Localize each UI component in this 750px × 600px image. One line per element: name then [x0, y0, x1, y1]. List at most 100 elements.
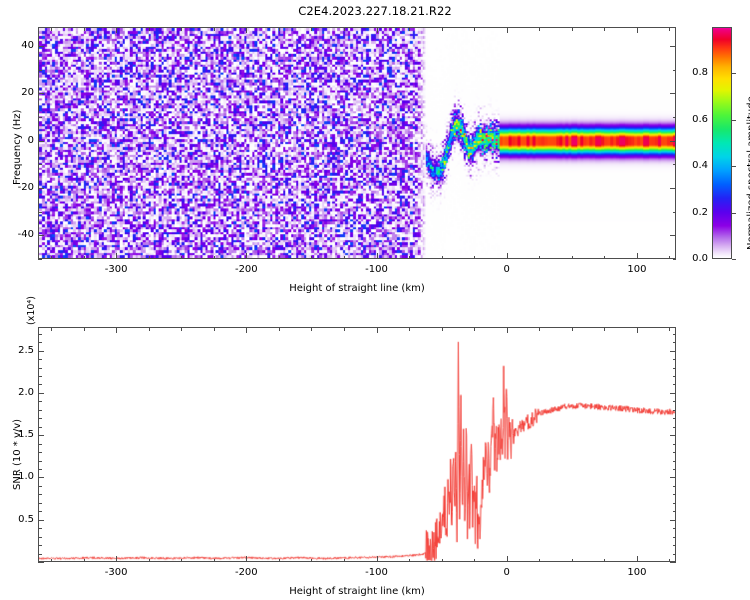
tick-mark	[38, 418, 42, 420]
tick-mark	[604, 558, 606, 562]
tick-mark	[506, 27, 508, 33]
snr-ylabel: SNR (10 * v/v)	[12, 418, 23, 490]
tick-label: -200	[234, 567, 258, 578]
tick-mark	[38, 485, 42, 487]
tick-mark	[38, 409, 42, 411]
tick-mark	[181, 255, 183, 259]
tick-mark	[278, 558, 280, 562]
tick-mark	[246, 327, 248, 333]
snr-frame	[38, 327, 676, 562]
tick-mark	[38, 69, 42, 71]
tick-mark	[636, 27, 638, 33]
tick-label: -40	[17, 229, 34, 241]
tick-mark	[670, 477, 676, 479]
tick-mark	[672, 384, 676, 386]
tick-label: -20	[17, 181, 34, 193]
tick-label: -200	[234, 264, 258, 275]
tick-label: 0.4	[692, 160, 708, 172]
tick-mark	[604, 327, 606, 331]
tick-mark	[669, 327, 671, 331]
tick-mark	[278, 327, 280, 331]
tick-mark	[148, 255, 150, 259]
tick-label: -100	[365, 567, 388, 578]
tick-mark	[213, 327, 215, 331]
tick-mark	[672, 164, 676, 166]
tick-mark	[732, 73, 736, 75]
tick-mark	[672, 401, 676, 403]
snr-canvas	[39, 328, 675, 561]
tick-label: 0.0	[692, 253, 708, 264]
tick-mark	[672, 485, 676, 487]
tick-mark	[38, 401, 42, 403]
tick-mark	[672, 443, 676, 445]
tick-mark	[636, 556, 638, 562]
tick-mark	[506, 253, 508, 259]
tick-mark	[38, 435, 44, 437]
tick-mark	[672, 259, 676, 260]
tick-mark	[38, 460, 42, 462]
tick-mark	[670, 435, 676, 437]
tick-mark	[38, 519, 44, 521]
spectrogram-panel[interactable]	[38, 27, 676, 259]
tick-mark	[38, 235, 44, 237]
tick-mark	[441, 27, 443, 31]
tick-mark	[343, 558, 345, 562]
tick-label: -300	[104, 264, 128, 275]
tick-mark	[670, 93, 676, 95]
tick-mark	[672, 502, 676, 504]
tick-mark	[672, 452, 676, 454]
tick-mark	[409, 27, 411, 31]
tick-mark	[732, 119, 736, 121]
tick-mark	[38, 545, 42, 547]
tick-mark	[38, 376, 42, 378]
tick-mark	[246, 253, 248, 259]
tick-mark	[670, 562, 676, 563]
tick-mark	[672, 536, 676, 538]
tick-mark	[83, 27, 85, 31]
tick-mark	[343, 327, 345, 331]
tick-mark	[670, 140, 676, 142]
tick-mark	[506, 556, 508, 562]
tick-mark	[38, 93, 44, 95]
tick-mark	[38, 45, 44, 47]
tick-mark	[672, 342, 676, 344]
tick-mark	[38, 140, 44, 142]
tick-label: 0	[27, 134, 34, 146]
tick-mark	[38, 187, 44, 189]
tick-mark	[38, 359, 42, 361]
tick-mark	[669, 27, 671, 31]
tick-mark	[181, 327, 183, 331]
tick-mark	[732, 212, 736, 214]
tick-mark	[409, 255, 411, 259]
tick-mark	[51, 27, 53, 31]
tick-mark	[38, 350, 44, 352]
snr-y-multiplier: (x10⁴)	[26, 296, 37, 325]
tick-mark	[409, 558, 411, 562]
tick-mark	[672, 211, 676, 213]
tick-mark	[474, 255, 476, 259]
tick-mark	[672, 376, 676, 378]
tick-mark	[213, 558, 215, 562]
tick-mark	[311, 27, 313, 31]
tick-mark	[38, 562, 44, 563]
snr-panel[interactable]	[38, 327, 676, 562]
tick-mark	[213, 255, 215, 259]
tick-mark	[51, 558, 53, 562]
tick-mark	[672, 528, 676, 530]
tick-label: 1.0	[18, 471, 34, 483]
tick-mark	[474, 558, 476, 562]
tick-mark	[38, 384, 42, 386]
tick-mark	[376, 253, 378, 259]
colorbar[interactable]	[712, 27, 732, 259]
tick-mark	[672, 418, 676, 420]
tick-mark	[51, 255, 53, 259]
tick-mark	[670, 45, 676, 47]
tick-mark	[38, 392, 44, 394]
tick-mark	[116, 253, 118, 259]
tick-mark	[670, 519, 676, 521]
tick-mark	[604, 255, 606, 259]
tick-mark	[38, 502, 42, 504]
tick-mark	[672, 359, 676, 361]
tick-mark	[539, 327, 541, 331]
